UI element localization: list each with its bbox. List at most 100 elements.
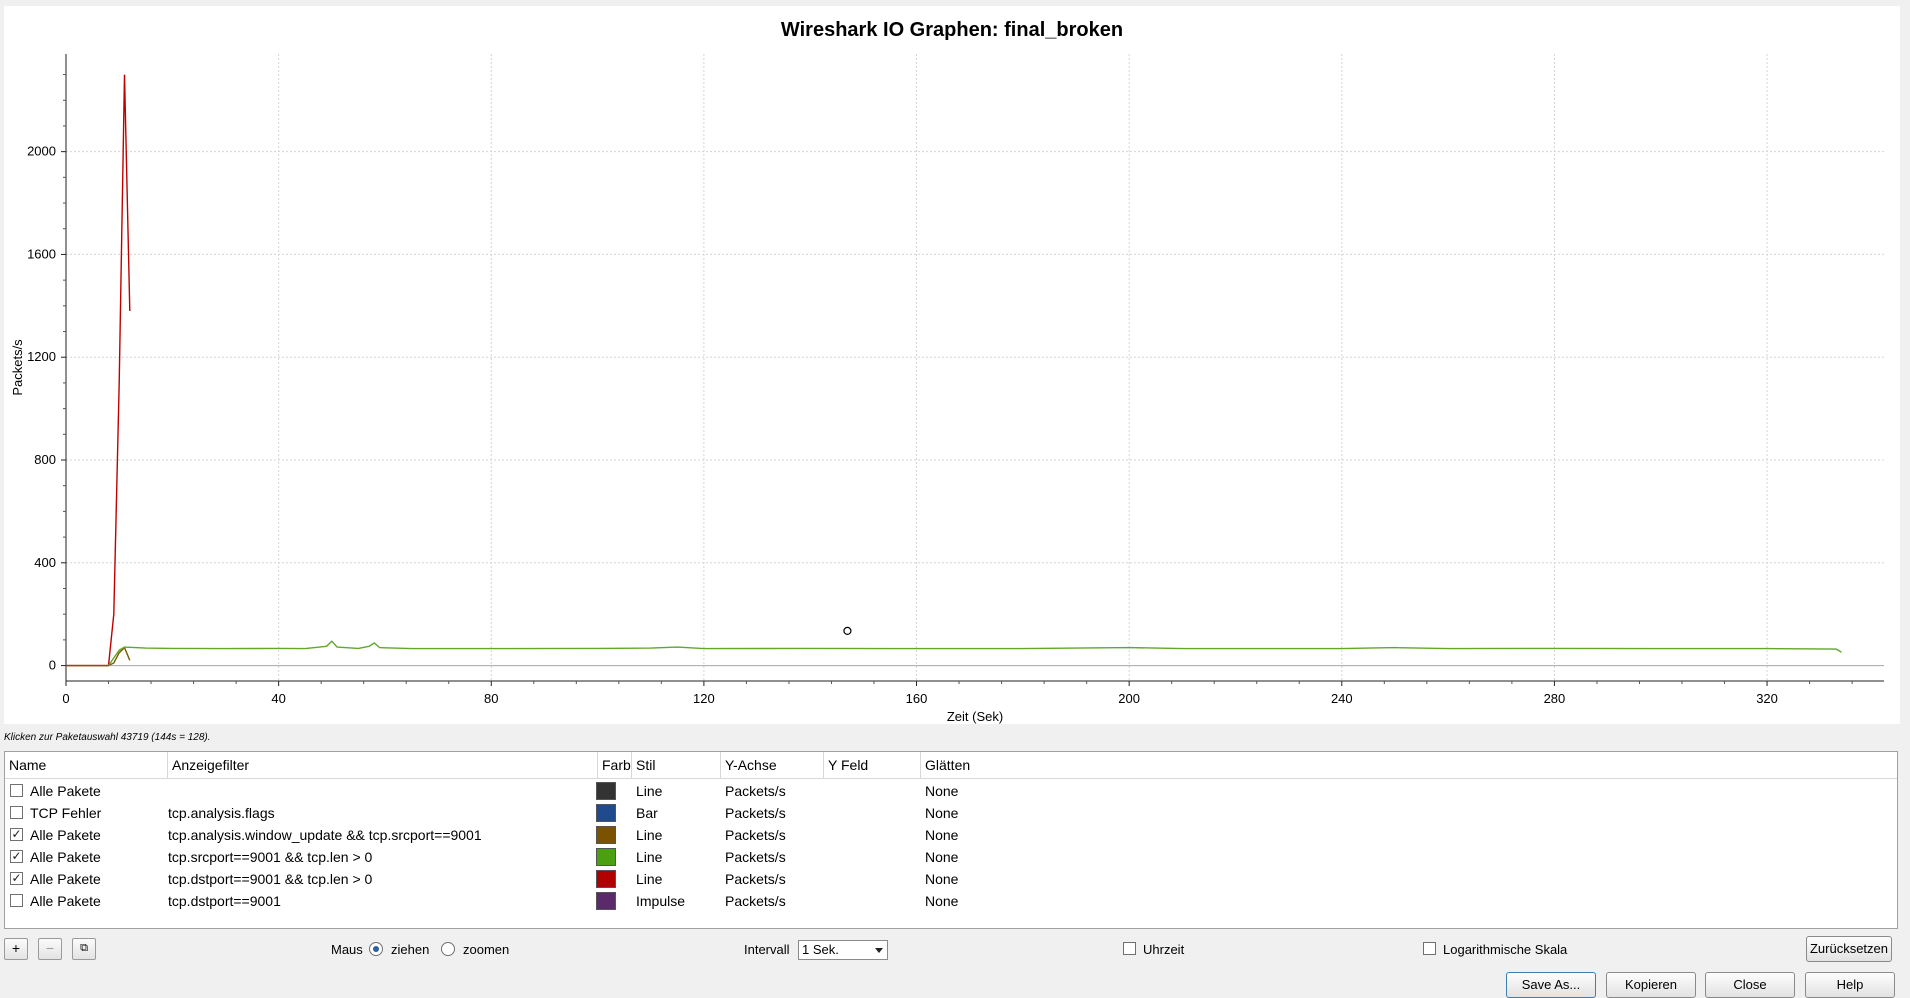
graph-smoothing[interactable]: None (925, 893, 959, 909)
io-graph-svg[interactable]: Wireshark IO Graphen: final_broken 0 40 80 1… (4, 6, 1900, 724)
graph-color-swatch[interactable] (596, 826, 616, 844)
help-button[interactable]: Help (1805, 972, 1895, 998)
graph-y-axis[interactable]: Packets/s (725, 849, 786, 865)
graph-color-swatch[interactable] (596, 870, 616, 888)
graph-enabled-checkbox[interactable] (10, 784, 23, 797)
time-of-day-label[interactable]: Uhrzeit (1143, 942, 1185, 957)
graph-filter[interactable] (168, 780, 594, 802)
graph-name[interactable]: Alle Pakete (30, 849, 101, 865)
graph-y-axis[interactable]: Packets/s (725, 783, 786, 799)
status-hint: Klicken zur Paketauswahl 43719 (144s = 1… (4, 732, 211, 743)
graph-y-field[interactable] (828, 780, 920, 802)
x-tick-label: 0 (62, 691, 69, 706)
graph-name[interactable]: Alle Pakete (30, 827, 101, 843)
reset-button[interactable]: Zurücksetzen (1806, 936, 1892, 962)
col-style-header[interactable]: Stil (632, 752, 721, 778)
graph-y-axis[interactable]: Packets/s (725, 827, 786, 843)
io-graph-plot[interactable]: Wireshark IO Graphen: final_broken 0 40 80 1… (4, 6, 1900, 724)
table-row[interactable]: ✓ Alle Pakete tcp.dstport==9001 && tcp.len… (5, 868, 1897, 890)
table-row[interactable]: Alle Pakete Line Packets/s None (5, 780, 1897, 802)
graph-y-field[interactable] (828, 868, 920, 890)
graph-y-axis[interactable]: Packets/s (725, 805, 786, 821)
graph-y-field[interactable] (828, 846, 920, 868)
y-tick-label: 2000 (27, 144, 56, 159)
graph-smoothing[interactable]: None (925, 849, 959, 865)
time-of-day-checkbox[interactable] (1123, 942, 1136, 955)
add-graph-button[interactable]: + (4, 938, 28, 960)
graph-y-field[interactable] (828, 824, 920, 846)
graph-enabled-checkbox[interactable] (10, 894, 23, 907)
zoom-radio[interactable] (441, 942, 455, 956)
graph-style[interactable]: Line (636, 783, 663, 799)
drag-label[interactable]: ziehen (391, 942, 430, 957)
x-axis-label: Zeit (Sek) (947, 709, 1003, 724)
zoom-label[interactable]: zoomen (463, 942, 510, 957)
graph-name[interactable]: Alle Pakete (30, 783, 101, 799)
graph-filter[interactable]: tcp.analysis.flags (168, 805, 275, 821)
graph-name[interactable]: TCP Fehler (30, 805, 102, 821)
graph-color-swatch[interactable] (596, 848, 616, 866)
y-tick-label: 800 (34, 452, 56, 467)
graph-y-axis[interactable]: Packets/s (725, 893, 786, 909)
y-tick-label: 1200 (27, 349, 56, 364)
graph-smoothing[interactable]: None (925, 783, 959, 799)
col-yfield-header[interactable]: Y Feld (824, 752, 921, 778)
series-line-2 (107, 640, 1842, 666)
graph-y-field[interactable] (828, 802, 920, 824)
col-filter-header[interactable]: Anzeigefilter (168, 752, 598, 778)
x-tick-label: 160 (906, 691, 928, 706)
graph-table-header: Name Anzeigefilter Farbe Stil Y-Achse Y … (5, 752, 1897, 779)
table-row[interactable]: Alle Pakete tcp.dstport==9001 Impulse Packe… (5, 890, 1897, 912)
y-axis-label: Packets/s (10, 339, 25, 396)
save-as-button[interactable]: Save As... (1506, 972, 1596, 998)
col-yaxis-header[interactable]: Y-Achse (721, 752, 824, 778)
log-scale-label[interactable]: Logarithmische Skala (1443, 942, 1568, 957)
bottom-toolbar: + − ⧉ Maus ziehen zoomen Intervall 1 Sek… (0, 930, 1910, 998)
graph-color-swatch[interactable] (596, 804, 616, 822)
log-scale-checkbox[interactable] (1423, 942, 1436, 955)
selection-marker (843, 626, 852, 635)
drag-radio[interactable] (369, 942, 383, 956)
table-row[interactable]: ✓ Alle Pakete tcp.analysis.window_update &… (5, 824, 1897, 846)
graph-color-swatch[interactable] (596, 782, 616, 800)
table-row[interactable]: ✓ Alle Pakete tcp.srcport==9001 && tcp.len… (5, 846, 1897, 868)
chart-title: Wireshark IO Graphen: final_broken (781, 19, 1123, 41)
graph-name[interactable]: Alle Pakete (30, 871, 101, 887)
graph-filter[interactable]: tcp.dstport==9001 && tcp.len > 0 (168, 871, 373, 887)
graph-name[interactable]: Alle Pakete (30, 893, 101, 909)
graph-enabled-checkbox[interactable]: ✓ (10, 849, 23, 863)
copy-button[interactable]: Kopieren (1606, 972, 1696, 998)
interval-label: Intervall (744, 942, 790, 957)
graph-style[interactable]: Impulse (636, 893, 686, 909)
graph-y-field[interactable] (828, 890, 920, 912)
close-button[interactable]: Close (1705, 972, 1795, 998)
copy-graph-button[interactable]: ⧉ (72, 938, 96, 960)
graph-enabled-checkbox[interactable]: ✓ (10, 871, 23, 885)
graph-style[interactable]: Line (636, 871, 663, 887)
col-smoothing-header[interactable]: Glätten (925, 757, 971, 773)
remove-graph-button[interactable]: − (38, 938, 62, 960)
graph-color-swatch[interactable] (596, 892, 616, 910)
graph-smoothing[interactable]: None (925, 871, 959, 887)
graph-style[interactable]: Line (636, 827, 663, 843)
interval-select[interactable]: 1 Sek. (798, 940, 888, 960)
x-tick-label: 200 (1118, 691, 1140, 706)
table-row[interactable]: TCP Fehler tcp.analysis.flags Bar Packets/s… (5, 802, 1897, 824)
graph-enabled-checkbox[interactable]: ✓ (10, 827, 23, 841)
graph-filter[interactable]: tcp.dstport==9001 (168, 893, 281, 909)
x-tick-label: 120 (693, 691, 715, 706)
graph-smoothing[interactable]: None (925, 805, 959, 821)
col-color-header[interactable]: Farbe (598, 752, 632, 778)
col-name-header[interactable]: Name (5, 752, 168, 778)
graph-smoothing[interactable]: None (925, 827, 959, 843)
x-tick-label: 320 (1756, 691, 1778, 706)
y-tick-label: 1600 (27, 246, 56, 261)
series-line-0 (66, 74, 131, 667)
graph-y-axis[interactable]: Packets/s (725, 871, 786, 887)
graph-style[interactable]: Bar (636, 805, 658, 821)
graph-table[interactable]: Name Anzeigefilter Farbe Stil Y-Achse Y … (4, 751, 1898, 929)
graph-enabled-checkbox[interactable] (10, 806, 23, 819)
graph-filter[interactable]: tcp.analysis.window_update && tcp.srcpor… (168, 827, 482, 843)
graph-style[interactable]: Line (636, 849, 663, 865)
graph-filter[interactable]: tcp.srcport==9001 && tcp.len > 0 (168, 849, 373, 865)
